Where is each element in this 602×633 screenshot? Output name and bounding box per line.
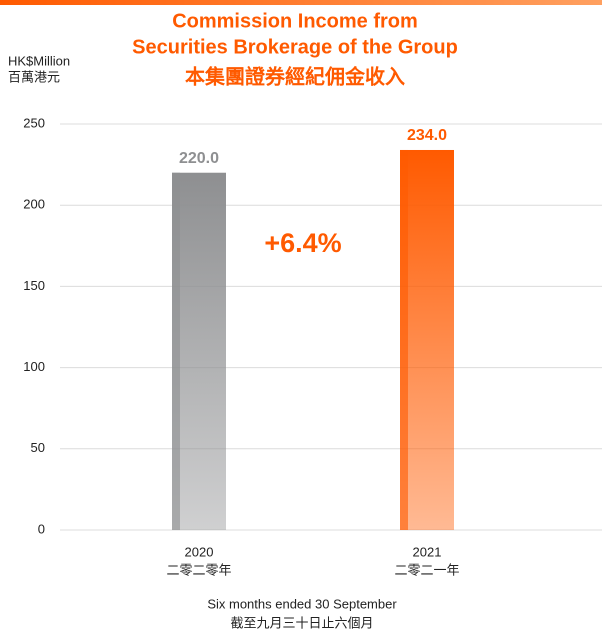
top-strip (0, 0, 602, 5)
value-label: 234.0 (407, 127, 447, 144)
y-tick-label: 150 (23, 278, 45, 293)
bar (400, 149, 454, 530)
annotation: +6.4% (264, 228, 341, 258)
y-tick-label: 100 (23, 359, 45, 374)
chart-title: Commission Income from (172, 10, 418, 32)
y-tick-label: 250 (23, 115, 45, 130)
y-axis-label: 百萬港元 (8, 69, 60, 84)
bar-edge (172, 172, 180, 530)
value-label: 220.0 (179, 150, 219, 167)
x-tick-label: 2020 (185, 544, 214, 559)
x-tick-label-zh: 二零二零年 (166, 562, 231, 577)
x-axis-label: Six months ended 30 September (207, 596, 397, 611)
x-axis-label: 截至九月三十日止六個月 (230, 615, 373, 630)
y-tick-label: 200 (23, 197, 45, 212)
y-tick-label: 0 (38, 521, 45, 536)
x-tick-label-zh: 二零二一年 (394, 562, 459, 577)
bar (172, 172, 226, 530)
chart-title: Securities Brokerage of the Group (132, 36, 458, 58)
y-tick-label: 50 (31, 440, 45, 455)
bar-edge (400, 149, 408, 530)
y-axis-label: HK$Million (8, 53, 70, 68)
x-tick-label: 2021 (413, 544, 442, 559)
chart-title-zh: 本集團證券經紀佣金收入 (185, 64, 405, 88)
